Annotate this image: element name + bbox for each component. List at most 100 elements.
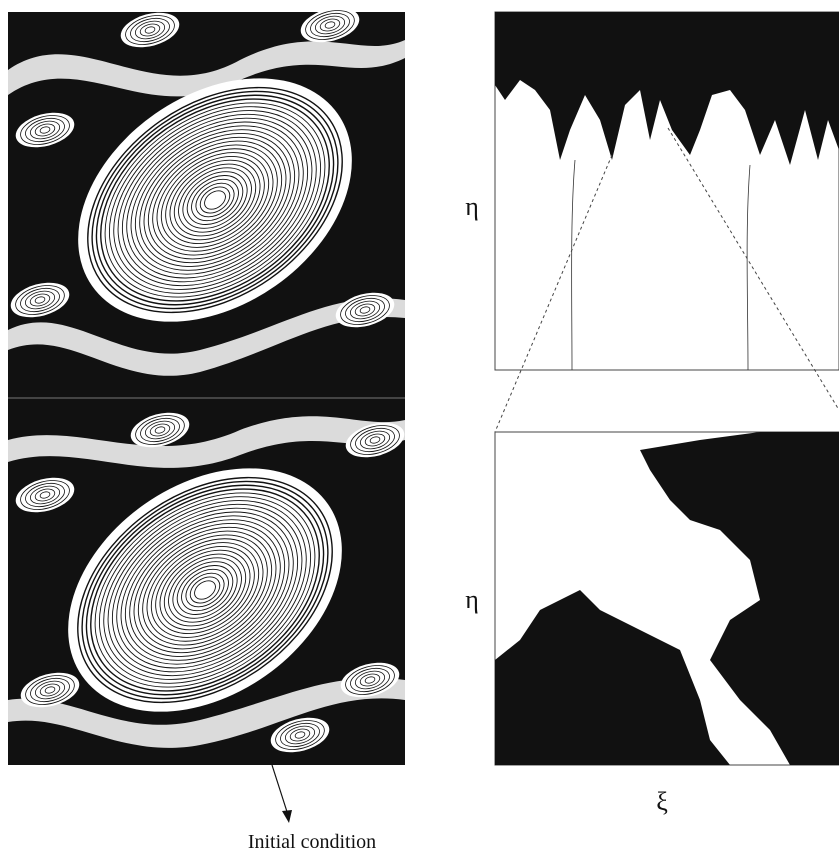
contour [173, 163, 257, 237]
contour [25, 117, 65, 143]
contour [124, 519, 286, 661]
basin-region [640, 432, 839, 765]
contour [137, 530, 273, 650]
contour [350, 425, 400, 455]
contour [34, 296, 46, 304]
band [8, 298, 405, 376]
basin-top [494, 11, 839, 433]
contour [159, 549, 251, 631]
contour [135, 415, 185, 445]
curve [571, 159, 751, 371]
contour [189, 576, 221, 604]
contour [140, 417, 180, 443]
contour [146, 538, 264, 642]
phase-portrait [8, 7, 405, 765]
contour [359, 306, 371, 314]
contour [100, 98, 330, 302]
contour [354, 303, 376, 317]
contour [85, 484, 325, 696]
contour [29, 293, 51, 307]
contour [150, 542, 260, 638]
arrow-head [282, 810, 292, 823]
contour [121, 117, 309, 283]
contour [113, 110, 317, 290]
contour [133, 526, 277, 654]
contour [310, 12, 350, 38]
contour [319, 18, 341, 32]
contour [77, 476, 333, 704]
contour [349, 300, 381, 320]
contour [29, 120, 61, 140]
contour [172, 561, 238, 619]
contour [130, 17, 170, 43]
contour [156, 148, 274, 252]
contour [20, 480, 70, 510]
contour [94, 492, 316, 688]
contour [163, 553, 247, 627]
contour [294, 731, 306, 739]
basin-region [495, 590, 730, 765]
contour [364, 676, 376, 684]
contour [289, 728, 311, 742]
contour [139, 133, 291, 267]
contour [314, 15, 346, 35]
contour [354, 670, 386, 690]
contour [130, 125, 300, 275]
contour [284, 725, 316, 745]
contour [194, 580, 216, 600]
contour [364, 433, 386, 447]
arrow-shaft [271, 764, 290, 819]
contour [149, 423, 171, 437]
contour [144, 420, 176, 440]
contour [143, 136, 287, 264]
contour [204, 190, 226, 210]
contour [81, 480, 329, 700]
contour [359, 673, 381, 687]
contour [34, 680, 66, 700]
contour [350, 667, 390, 693]
contour [160, 152, 270, 248]
contour [142, 534, 268, 646]
contour [139, 23, 161, 37]
contour [345, 297, 385, 323]
contour [39, 683, 61, 697]
contour [355, 427, 395, 453]
contour [104, 102, 326, 298]
band [8, 678, 405, 748]
contour [168, 557, 242, 623]
contour [152, 144, 278, 256]
contour [165, 155, 265, 245]
y-axis-label: η [465, 192, 479, 221]
contour [191, 178, 239, 222]
contour [178, 167, 252, 233]
basin-zoom [494, 431, 839, 766]
contour [280, 722, 320, 748]
contour [15, 285, 65, 315]
contour [95, 94, 335, 306]
contour [199, 186, 231, 214]
zoom-line [667, 127, 839, 411]
contour [305, 10, 355, 40]
band [8, 416, 405, 468]
contour [186, 175, 244, 225]
contour [34, 123, 56, 137]
contour [324, 21, 336, 29]
contour [25, 675, 75, 705]
contour [91, 90, 339, 310]
contour [126, 121, 304, 279]
y-axis-label: η [465, 585, 479, 614]
contour [369, 436, 381, 444]
contour [20, 115, 70, 145]
contour [107, 503, 303, 677]
contour [147, 140, 283, 260]
contour [176, 565, 234, 615]
contour [39, 126, 51, 134]
zoom-line [494, 154, 613, 433]
contour [134, 20, 166, 40]
contour [34, 488, 56, 502]
contour [103, 500, 307, 680]
contour [195, 182, 235, 218]
contour [169, 159, 261, 241]
contour [154, 426, 166, 434]
